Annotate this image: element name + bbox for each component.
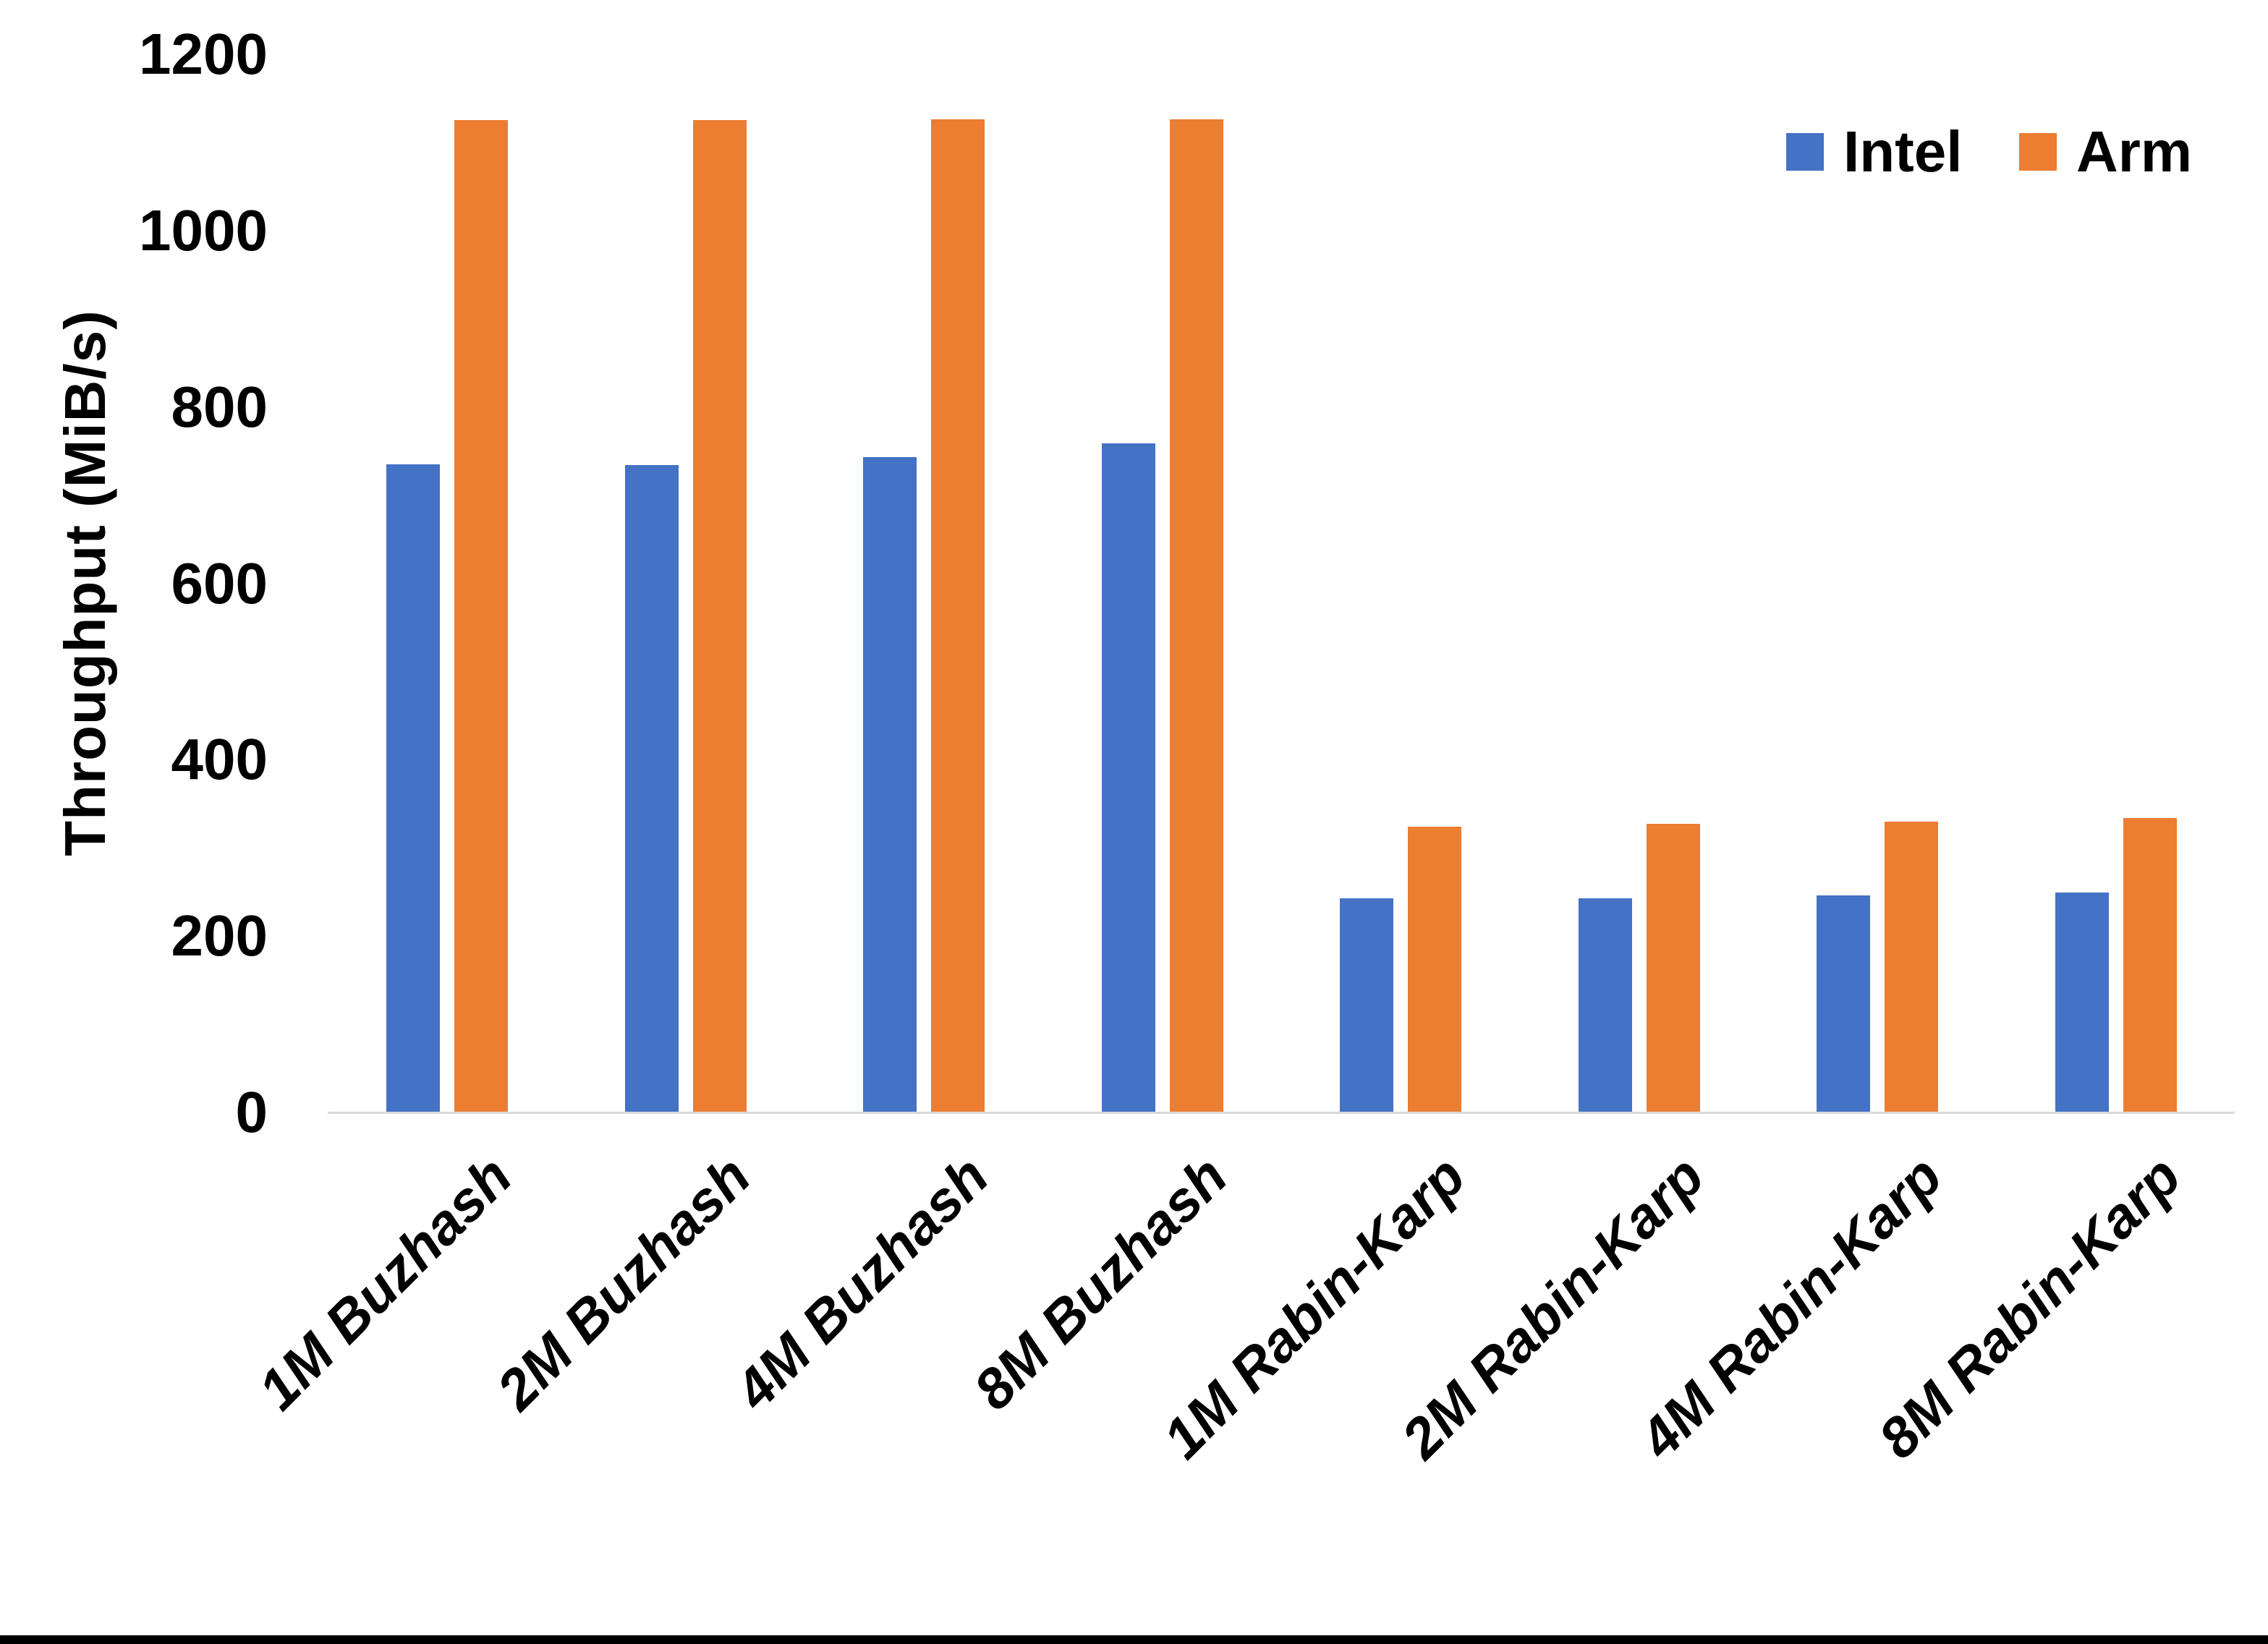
bar-intel-8m-rabin-karp: [2055, 893, 2109, 1112]
bar-intel-1m-buzhash: [386, 464, 440, 1112]
y-tick-label-0: 0: [235, 1080, 268, 1144]
bar-intel-1m-rabin-karp: [1340, 898, 1393, 1112]
y-tick-label-200: 200: [171, 903, 268, 968]
arm-legend-swatch-icon: [2019, 133, 2057, 171]
bar-arm-4m-rabin-karp: [1885, 822, 1938, 1112]
bar-arm-1m-rabin-karp: [1408, 827, 1461, 1112]
bar-arm-8m-rabin-karp: [2123, 818, 2177, 1112]
intel-legend-swatch-icon: [1786, 133, 1824, 171]
bar-arm-4m-buzhash: [931, 119, 985, 1112]
bar-arm-1m-buzhash: [454, 120, 508, 1112]
legend-item-intel: Intel: [1786, 123, 1962, 181]
bar-intel-4m-buzhash: [863, 457, 917, 1112]
arm-legend-label: Arm: [2076, 119, 2193, 184]
intel-legend-label: Intel: [1843, 119, 1963, 184]
bar-arm-8m-buzhash: [1170, 119, 1223, 1112]
y-tick-label-800: 800: [171, 374, 268, 439]
y-tick-label-1200: 1200: [139, 22, 268, 86]
y-tick-label-400: 400: [171, 727, 268, 792]
legend-item-arm: Arm: [2019, 123, 2192, 181]
bar-intel-4m-rabin-karp: [1817, 895, 1870, 1112]
bar-arm-2m-rabin-karp: [1647, 824, 1700, 1112]
x-axis-line: [328, 1112, 2235, 1114]
bar-intel-2m-rabin-karp: [1579, 898, 1632, 1112]
y-tick-label-600: 600: [171, 550, 268, 616]
y-tick-label-1000: 1000: [139, 197, 268, 263]
bar-intel-8m-buzhash: [1102, 443, 1155, 1112]
bar-arm-2m-buzhash: [693, 120, 747, 1112]
slide-bottom-border: [0, 1635, 2268, 1644]
bar-intel-2m-buzhash: [625, 465, 679, 1112]
